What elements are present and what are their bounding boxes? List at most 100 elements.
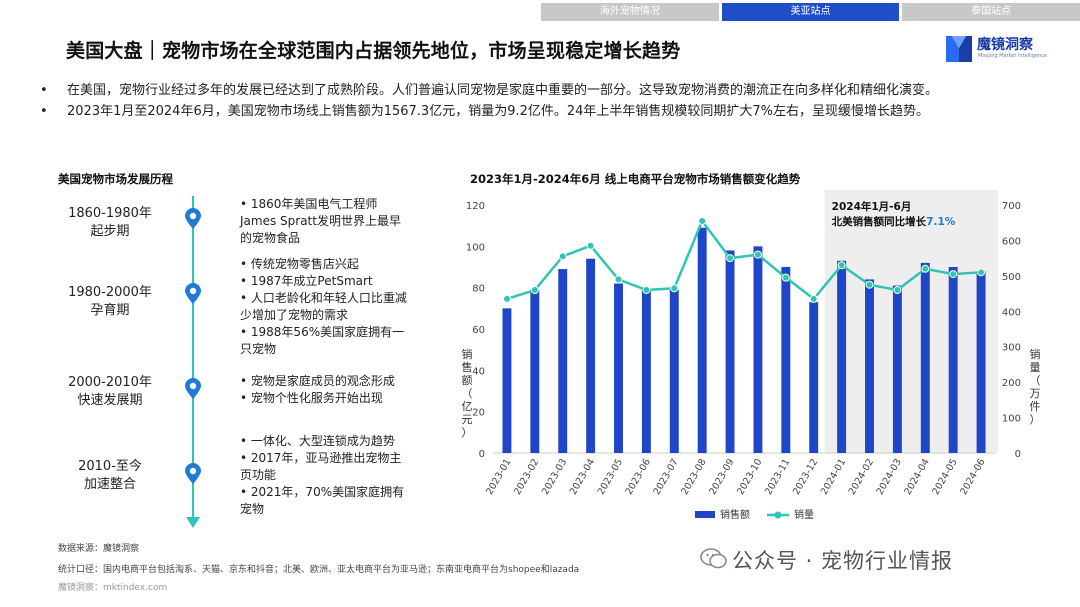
bar-sales: [892, 285, 902, 453]
tab-amazon-us[interactable]: 美亚站点: [721, 3, 900, 21]
bar-sales: [558, 269, 568, 453]
tab-thailand[interactable]: 泰国站点: [902, 3, 1080, 21]
highlight-label-growth: 北美销售额同比增长7.1%: [832, 215, 956, 228]
phase-label: 2000-2010年 快速发展期: [40, 374, 180, 410]
y-left-tick-label: 20: [472, 408, 485, 419]
bar-sales: [809, 302, 819, 453]
bar-sales: [502, 308, 512, 453]
x-tick-label: 2024-05: [930, 457, 959, 497]
statistics-scope-note: 统计口径：国内电商平台包括淘系、天猫、京东和抖音；北美、欧洲、亚太电商平台为亚马…: [58, 565, 580, 575]
x-tick-label: 2024-02: [847, 457, 876, 497]
page-title: 美国大盘｜宠物市场在全球范围内占据领先地位，市场呈现稳定增长趋势: [66, 40, 681, 62]
point-volume: [586, 241, 595, 250]
location-pin-icon: [185, 283, 201, 304]
bullet-item: 在美国，宠物行业经过多年的发展已经达到了成熟阶段。人们普遍认同宠物是家庭中重要的…: [40, 80, 1040, 101]
x-tick-label: 2023-07: [651, 457, 680, 497]
point-volume: [921, 264, 930, 273]
bar-sales: [781, 267, 791, 453]
phase-events-text: • 宠物是家庭成员的观念形成 • 宠物个性化服务开始出现: [240, 374, 395, 405]
bar-sales: [669, 289, 679, 453]
brand-logo: 魔镜洞察 Moojing Market Intelligence: [944, 32, 1054, 66]
phase-name: 孕育期: [90, 303, 130, 318]
y-left-tick-label: 100: [466, 242, 485, 253]
bar-sales: [697, 227, 707, 453]
chart-title: 2023年1月-2024年6月 线上电商平台宠物市场销售额变化趋势: [470, 172, 801, 186]
x-tick-label: 2023-08: [679, 457, 708, 497]
phase-events: • 传统宠物零售店兴起 • 1987年成立PetSmart • 人口老龄化和年轻…: [240, 256, 455, 358]
phase-events: • 1860年美国电气工程师 James Spratt发明世界上最早 的宠物食品: [240, 196, 455, 247]
sales-chart: 0 20 40 60 80 100 120 0 100 200 300 400 500 600 700 销售额…: [462, 190, 1041, 521]
x-tick-label: 2023-01: [484, 457, 513, 497]
x-tick-label: 2024-04: [902, 457, 931, 497]
timeline-title: 美国宠物市场发展历程: [58, 172, 173, 186]
timeline-line: [192, 196, 194, 520]
y-left-axis-title: 销售额（亿元）: [462, 347, 473, 439]
x-tick-label: 2023-06: [624, 457, 653, 497]
bar-sales: [530, 289, 540, 453]
point-volume: [753, 250, 762, 259]
point-volume: [893, 286, 902, 295]
point-volume: [530, 286, 539, 295]
intro-bullets: 在美国，宠物行业经过多年的发展已经达到了成熟阶段。人们普遍认同宠物是家庭中重要的…: [40, 80, 1040, 122]
x-tick-label: 2023-02: [512, 457, 541, 497]
x-tick-label: 2023-09: [707, 457, 736, 497]
site-note: 魔镜洞察：mktindex.com: [58, 583, 168, 593]
y-right-tick-label: 300: [1002, 343, 1021, 354]
bar-sales: [865, 279, 874, 453]
y-left-tick-label: 40: [472, 366, 485, 377]
nav-tabs: 海外宠物情况 美亚站点 泰国站点: [541, 3, 1080, 21]
x-tick-label: 2024-06: [958, 457, 987, 497]
phase-period: 1860-1980年: [68, 206, 152, 221]
phase-name: 快速发展期: [77, 393, 143, 408]
y-right-tick-label: 100: [1002, 414, 1021, 425]
x-tick-label: 2023-11: [763, 457, 792, 497]
point-volume: [977, 268, 986, 277]
bar-sales: [725, 250, 735, 453]
y-left-tick-label: 0: [479, 449, 485, 460]
data-source-note: 数据来源：魔镜洞察: [58, 544, 140, 554]
logo-name: 魔镜洞察: [977, 37, 1033, 53]
watermark-text: 公众号 · 宠物行业情报: [732, 549, 954, 573]
bar-sales: [614, 283, 623, 453]
phase-label: 1860-1980年 起步期: [40, 205, 180, 241]
x-tick-label: 2023-12: [791, 457, 820, 497]
y-right-tick-label: 400: [1002, 307, 1021, 318]
point-volume: [865, 280, 874, 289]
bar-sales: [586, 258, 596, 453]
bar-sales: [976, 271, 986, 453]
legend-label-volume: 销量: [794, 508, 814, 521]
location-pin-icon: [185, 208, 201, 229]
phase-period: 1980-2000年: [68, 285, 152, 300]
phase-events-text: • 传统宠物零售店兴起 • 1987年成立PetSmart • 人口老龄化和年轻…: [240, 257, 407, 356]
phase-name: 起步期: [90, 224, 130, 239]
phase-period: 2000-2010年: [68, 375, 152, 390]
bar-sales: [753, 246, 763, 453]
point-volume: [726, 254, 735, 263]
moojing-logo-icon: [946, 36, 972, 62]
y-left-tick-label: 60: [472, 325, 485, 336]
y-right-axis-title: 销量（万件）: [1030, 347, 1041, 426]
y-right-tick-label: 600: [1002, 236, 1021, 247]
line-volume: [506, 218, 982, 301]
x-tick-label: 2023-05: [596, 457, 625, 497]
phase-label: 1980-2000年 孕育期: [40, 284, 180, 320]
x-tick-label: 2023-03: [540, 457, 569, 497]
legend-swatch-sales: [695, 511, 715, 518]
tab-overseas-pets[interactable]: 海外宠物情况: [541, 3, 719, 21]
y-right-tick-label: 700: [1002, 201, 1021, 212]
y-left-tick-label: 80: [472, 284, 485, 295]
point-volume: [502, 294, 511, 303]
x-tick-label: 2024-01: [819, 457, 848, 497]
logo-subtitle: Moojing Market Intelligence: [978, 53, 1048, 59]
y-right-tick-label: 200: [1002, 378, 1021, 389]
wechat-icon: [700, 548, 727, 569]
phase-period: 2010-至今: [78, 459, 142, 474]
phase-label: 2010-至今 加速整合: [40, 458, 180, 494]
point-volume: [614, 275, 623, 284]
point-volume: [558, 252, 567, 261]
point-volume: [781, 273, 790, 282]
point-volume: [949, 270, 958, 279]
point-volume: [698, 216, 707, 225]
phase-events-text: • 1860年美国电气工程师 James Spratt发明世界上最早 的宠物食品: [240, 197, 401, 245]
point-volume: [809, 294, 818, 303]
